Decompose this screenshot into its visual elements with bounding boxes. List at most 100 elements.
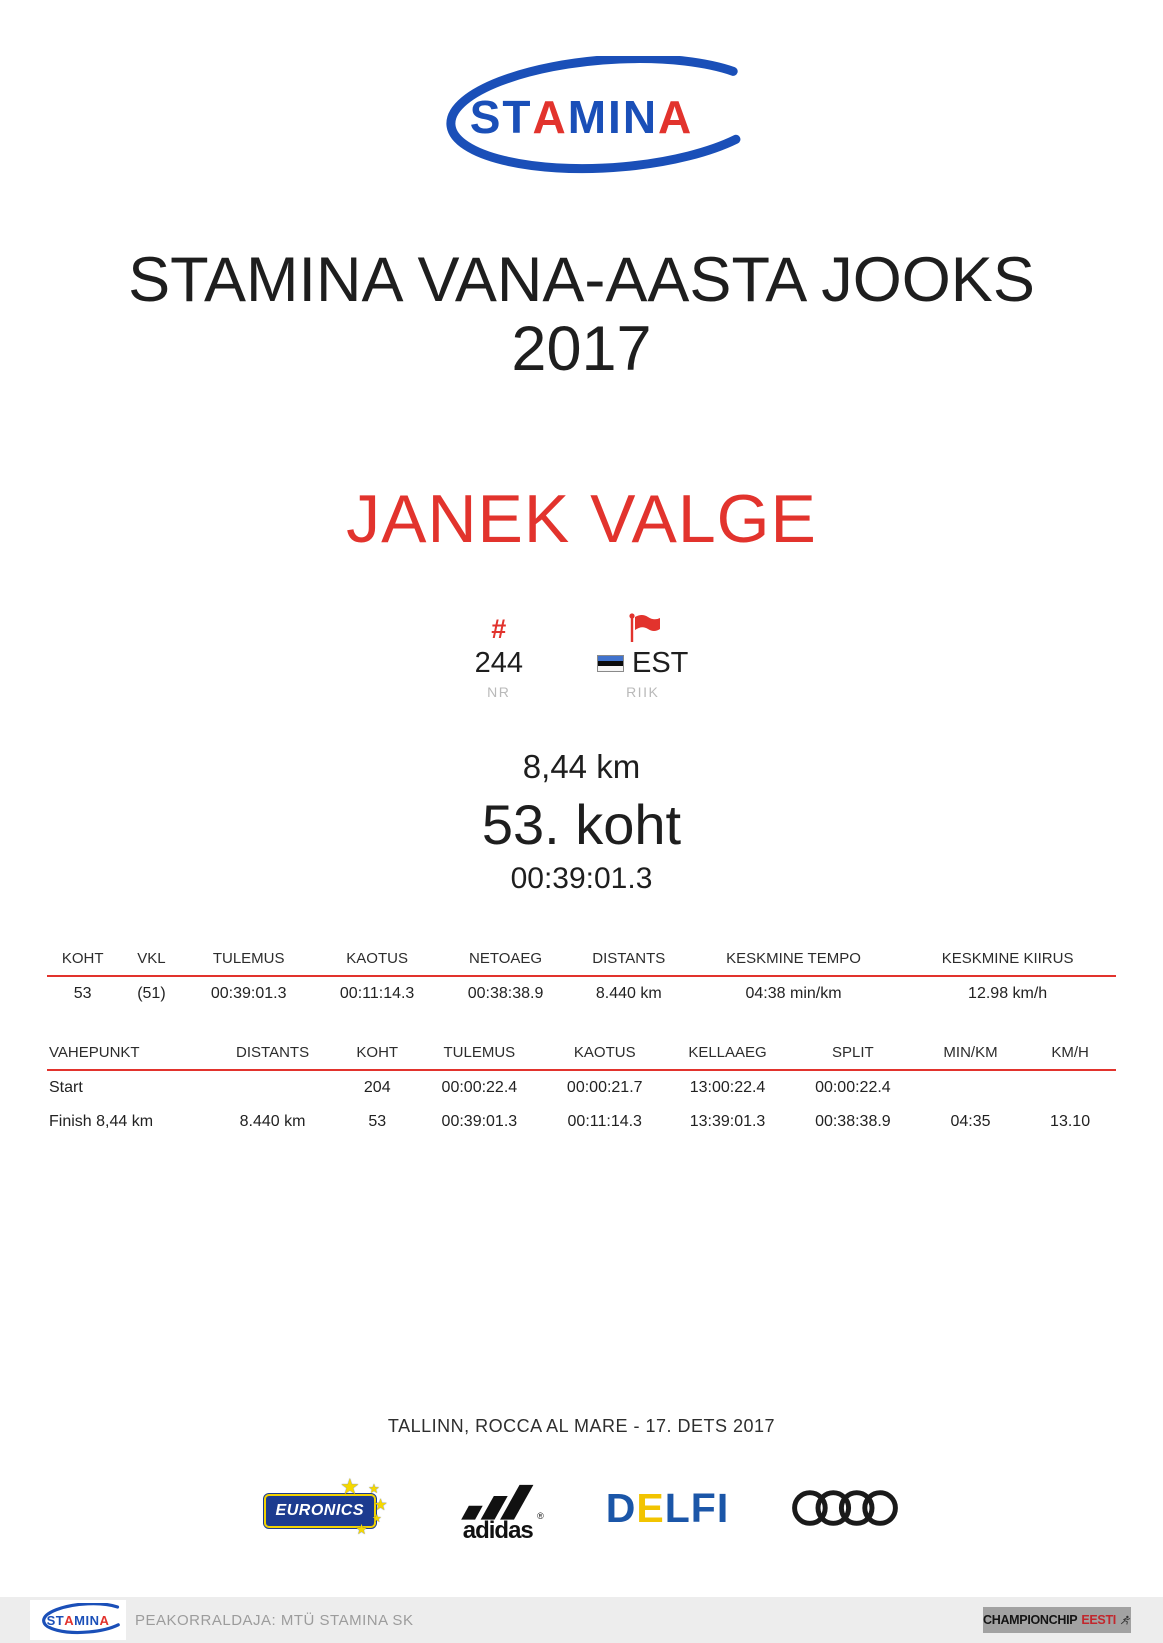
country-group: EST RIIK (596, 610, 689, 702)
star-icon: ★ (373, 1497, 388, 1514)
table-header-row: VAHEPUNKT DISTANTS KOHT TULEMUS KAOTUS KELLAA… (47, 1038, 1116, 1071)
letter-segment: MIN (74, 1612, 100, 1628)
adidas-wordmark: adidas ® (462, 1511, 544, 1545)
star-icon: ★ (371, 1513, 382, 1525)
bib-number-group: # 244 NR (475, 610, 523, 702)
table-cell (1024, 1070, 1116, 1105)
table-cell: (51) (137, 985, 166, 1002)
stamina-swoosh-ellipse (42, 1603, 120, 1635)
bib-number-label: NR (487, 684, 511, 700)
column-header: VAHEPUNKT (47, 1038, 206, 1071)
table-cell: 00:00:22.4 (815, 1079, 891, 1096)
country-code: EST (631, 647, 689, 679)
column-header: DISTANTS (569, 944, 688, 977)
star-icon: ★ (368, 1481, 380, 1496)
country-code-row: EST (596, 646, 689, 680)
table-cell: 00:38:38.9 (467, 985, 544, 1002)
letter-segment: A (99, 1612, 110, 1628)
letter-segment: I (716, 1484, 730, 1531)
column-header: KOHT (339, 1038, 416, 1071)
bib-info-row: # 244 NR EST RIIK (0, 610, 1163, 702)
country-label: RIIK (626, 684, 660, 700)
page-title: STAMINA VANA-AASTA JOOKS 2017 (0, 246, 1163, 384)
column-header: DISTANTS (206, 1038, 340, 1071)
column-header: KAOTUS (543, 1038, 667, 1071)
estonia-flag-icon (596, 654, 624, 672)
column-header: KESKMINE TEMPO (687, 944, 900, 977)
column-header: KM/H (1024, 1038, 1116, 1071)
bib-number: 244 (474, 647, 523, 679)
table-cell: 53 (368, 1113, 387, 1130)
letter-segment: MIN (567, 91, 659, 143)
audi-logo (791, 1486, 899, 1530)
event-title-line1: STAMINA VANA-AASTA JOOKS (128, 245, 1035, 315)
race-time: 00:39:01.3 (510, 862, 653, 895)
stamina-logo-wordmark: ST A MIN A (414, 56, 750, 178)
table-cell: Finish 8,44 km (49, 1113, 154, 1130)
star-icon: ★ (340, 1474, 360, 1499)
letter-segment: D (605, 1484, 637, 1531)
athlete-name: JANEK VALGE (346, 481, 817, 557)
adidas-stripes-icon (460, 1484, 534, 1520)
column-header: KAOTUS (312, 944, 442, 977)
stamina-logo-wordmark: ST A MIN A (34, 1603, 122, 1637)
runner-icon (1120, 1615, 1131, 1625)
column-header: TULEMUS (415, 1038, 544, 1071)
column-header: KELLAAEG (666, 1038, 789, 1071)
red-flag-icon (629, 613, 660, 642)
splits-table: VAHEPUNKT DISTANTS KOHT TULEMUS KAOTUS KELLAA… (47, 1038, 1116, 1139)
table-cell: 12.98 km/h (968, 985, 1048, 1002)
table-row: Start 204 00:00:22.4 00:00:21.7 13:00:22.4 00… (47, 1070, 1116, 1105)
table-row: Finish 8,44 km 8.440 km 53 00:39:01.3 00:11:… (47, 1105, 1116, 1139)
adidas-logo: adidas ® (452, 1471, 544, 1545)
letter-segment: ST (469, 91, 533, 143)
table-cell: Start (49, 1079, 83, 1096)
table-cell: 00:39:01.3 (441, 1113, 518, 1130)
table-cell: 8.440 km (595, 985, 662, 1002)
registered-mark-icon: ® (537, 1511, 544, 1521)
table-cell: 00:38:38.9 (815, 1113, 891, 1130)
footer-bar: ST A MIN A PEAKORRALDAJA: MTÜ STAMINA SK CH… (0, 1597, 1163, 1643)
table-cell: 00:00:21.7 (566, 1079, 643, 1096)
hash-icon: # (491, 614, 507, 644)
euronics-logo: EURONICS ★ ★ ★ ★ ★ (263, 1476, 390, 1537)
column-header: KESKMINE KIIRUS (899, 944, 1116, 977)
letter-segment: A (658, 91, 694, 143)
table-cell: 204 (363, 1079, 391, 1096)
column-header: NETOAEG (441, 944, 570, 977)
euronics-wordmark: EURONICS (263, 1494, 376, 1528)
letter-segment: A (64, 1612, 75, 1628)
organizer-text: PEAKORRALDAJA: MTÜ STAMINA SK (135, 1611, 414, 1629)
letter-segment: F (690, 1484, 717, 1531)
column-header: SPLIT (788, 1038, 917, 1071)
column-header: MIN/KM (916, 1038, 1025, 1071)
adidas-wordmark-text: adidas (462, 1517, 534, 1544)
column-header: VKL (118, 944, 185, 977)
table-cell: 00:11:14.3 (567, 1113, 642, 1130)
table-cell: 13:39:01.3 (689, 1113, 766, 1130)
table-cell: 00:00:22.4 (441, 1079, 518, 1096)
championchip-country: EESTI (1081, 1613, 1116, 1627)
table-cell (206, 1070, 339, 1105)
table-cell: 04:38 min/km (745, 985, 842, 1002)
letter-segment: L (664, 1484, 691, 1531)
race-place: 53. koht (481, 793, 682, 856)
footer-stamina-logo: ST A MIN A (30, 1600, 126, 1640)
event-title-line2: 2017 (511, 314, 652, 384)
table-cell: 53 (73, 985, 92, 1002)
table-cell: 13:00:22.4 (689, 1079, 766, 1096)
stamina-swoosh-ellipse (445, 56, 740, 174)
column-header: TULEMUS (184, 944, 313, 977)
championchip-label: CHAMPIONCHIP (983, 1613, 1078, 1627)
star-icon: ★ (355, 1521, 368, 1537)
table-cell: 13.10 (1050, 1113, 1091, 1130)
audi-rings-icon (792, 1490, 899, 1526)
event-location-date: TALLINN, ROCCA AL MARE - 17. DETS 2017 (387, 1416, 776, 1436)
table-cell: 04:35 (950, 1113, 991, 1130)
letter-segment: E (636, 1484, 665, 1531)
summary-table: KOHT VKL TULEMUS KAOTUS NETOAEG DISTANTS KESKM… (47, 944, 1116, 1011)
championchip-badge: CHAMPIONCHIP EESTI (983, 1607, 1131, 1633)
